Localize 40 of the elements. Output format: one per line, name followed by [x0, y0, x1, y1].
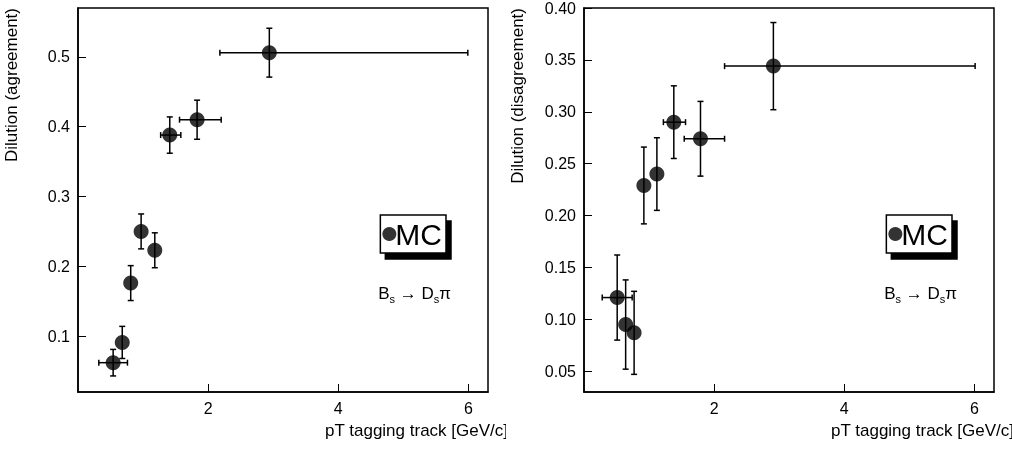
y-tick-label: 0.30 [544, 103, 577, 121]
y-tick-label: 0.1 [47, 327, 71, 345]
x-axis-title: pT tagging track [GeV/c] [831, 421, 1012, 440]
y-tick-label: 0.3 [47, 188, 71, 206]
x-tick-label: 2 [709, 399, 719, 417]
y-tick-label: 0.40 [544, 0, 577, 17]
y-tick-label: 0.15 [544, 258, 577, 276]
y-tick-label: 0.2 [47, 257, 71, 275]
y-axis-title: Dilution (agreement) [2, 8, 21, 163]
y-tick-label: 0.4 [47, 118, 71, 136]
point [765, 58, 781, 74]
point [609, 290, 625, 306]
x-axis-title: pT tagging track [GeV/c] [325, 421, 508, 440]
point [162, 127, 178, 143]
x-tick-label: 4 [839, 399, 849, 417]
legend-label: MC [901, 217, 948, 251]
x-tick-label: 4 [333, 399, 343, 417]
y-tick-label: 0.5 [47, 48, 71, 66]
y-axis-title: Dilution (disagreement) [508, 8, 527, 184]
legend-label: MC [395, 217, 442, 251]
point [626, 325, 642, 341]
y-tick-label: 0.35 [544, 51, 577, 69]
point [666, 114, 682, 130]
point [649, 166, 665, 182]
point [105, 355, 121, 371]
x-tick-label: 6 [970, 399, 980, 417]
y-tick-label: 0.10 [544, 310, 577, 328]
point [147, 242, 163, 258]
point [133, 223, 149, 239]
point [261, 45, 277, 61]
point [636, 177, 652, 193]
point [693, 131, 708, 147]
y-tick-label: 0.25 [544, 155, 577, 173]
point [189, 112, 205, 128]
y-tick-label: 0.20 [544, 207, 577, 225]
point [114, 334, 130, 350]
x-tick-label: 6 [464, 399, 474, 417]
y-tick-label: 0.05 [544, 362, 577, 380]
x-tick-label: 2 [203, 399, 213, 417]
point [123, 275, 139, 291]
